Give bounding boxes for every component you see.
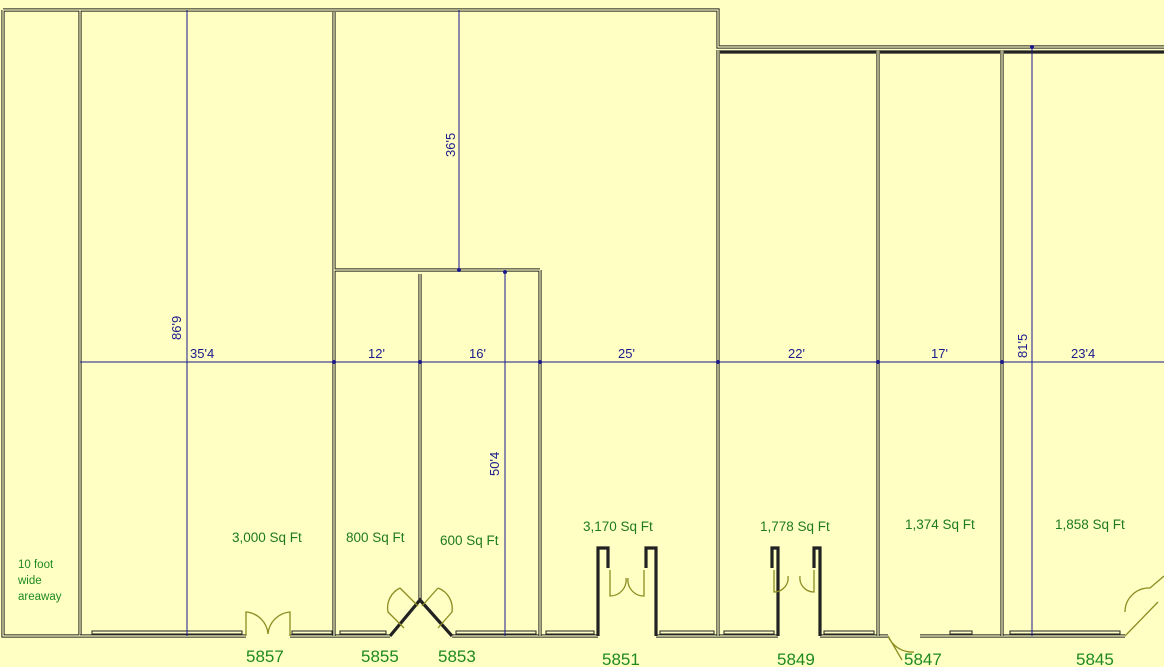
area-labels: 3,000 Sq Ft 800 Sq Ft 600 Sq Ft 3,170 Sq… (232, 517, 1125, 548)
dim-5851-width: 25' (618, 346, 635, 361)
address-5855: 5855 (361, 647, 399, 666)
dim-5845-width: 23'4 (1071, 346, 1095, 361)
svg-text:areaway: areaway (18, 591, 62, 603)
svg-text:10 foot: 10 foot (18, 559, 54, 571)
door-5847 (887, 635, 915, 661)
dim-5847-width: 17' (931, 346, 948, 361)
address-5857: 5857 (246, 647, 284, 666)
dim-5853-width: 16' (469, 346, 486, 361)
areaway-note: 10 foot wide areaway (17, 559, 62, 603)
door-5857 (245, 611, 291, 636)
door-5851 (609, 570, 645, 597)
entry-splay (388, 597, 454, 638)
address-labels: 5857 5855 5853 5851 5849 5847 5845 (246, 647, 1114, 667)
dim-5849-width: 22' (788, 346, 805, 361)
door-5845 (1124, 575, 1164, 637)
area-5855: 800 Sq Ft (346, 530, 405, 545)
area-5849: 1,778 Sq Ft (760, 519, 830, 534)
area-5851: 3,170 Sq Ft (583, 519, 653, 534)
dim-5857-depth: 86'9 (169, 316, 184, 340)
area-5853: 600 Sq Ft (440, 533, 499, 548)
area-5845: 1,858 Sq Ft (1055, 517, 1125, 532)
dim-rear-depth: 36'5 (443, 133, 458, 157)
address-5851: 5851 (602, 650, 640, 667)
address-5847: 5847 (904, 650, 942, 667)
dim-5853-depth: 50'4 (487, 452, 502, 476)
address-5849: 5849 (777, 650, 815, 667)
doors (245, 570, 1164, 661)
dim-5855-width: 12' (368, 346, 385, 361)
dim-5845-depth: 81'5 (1015, 334, 1030, 358)
dimension-labels: 86'9 35'4 12' 16' 36'5 50'4 25' 22' 17' … (169, 133, 1095, 476)
address-5853: 5853 (438, 647, 476, 666)
door-5853 (421, 587, 453, 629)
area-5857: 3,000 Sq Ft (232, 530, 302, 545)
dimension-lines (80, 10, 1164, 636)
door-5855 (386, 587, 419, 629)
door-5849 (773, 570, 815, 593)
window-strips (91, 630, 1121, 635)
walls (1, 8, 1164, 638)
address-5845: 5845 (1076, 650, 1114, 667)
dim-5857-width: 35'4 (190, 346, 214, 361)
area-5847: 1,374 Sq Ft (905, 517, 975, 532)
vestibule-5851 (596, 546, 658, 636)
svg-text:wide: wide (17, 575, 42, 587)
